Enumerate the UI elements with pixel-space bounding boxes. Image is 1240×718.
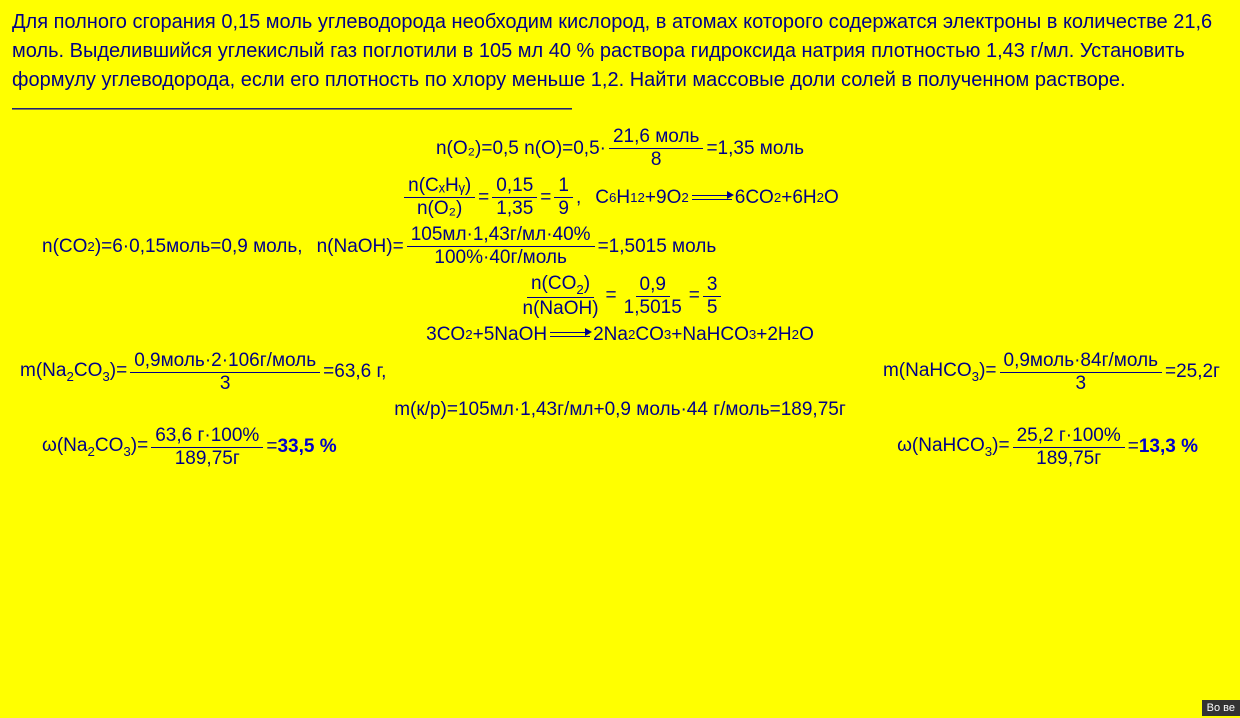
eq6b-lhs: m(NaHCO3)=	[883, 360, 997, 384]
eq2a-comma: ,	[576, 187, 581, 209]
eq-co2-naoh: n(CO2)=6·0,15моль=0,9 моль, n(NaOH)= 105…	[12, 224, 1228, 269]
eq2a-mid2: =	[540, 187, 551, 209]
eq4-den1: n(NaOH)	[519, 298, 603, 320]
eq-o2: n(O₂)=0,5 n(O)=0,5· 21,6 моль 8 =1,35 мо…	[12, 126, 1228, 171]
eq7: m(к/р)=105мл·1,43г/мл+0,9 моль·44 г/моль…	[394, 399, 846, 421]
eq6a-rhs: =63,6 г,	[323, 361, 386, 383]
eq8a-num: 63,6 г·100%	[151, 425, 263, 448]
eq6a-num: 0,9моль·2·106г/моль	[130, 350, 320, 373]
eq1-lhs: n(O₂)=0,5 n(O)=0,5·	[436, 138, 606, 160]
eq6b-rhs: =25,2г	[1165, 361, 1220, 383]
answer-nahco3: 13,3 %	[1139, 436, 1198, 458]
eq4-mid2: =	[689, 285, 700, 307]
eq2a-num: n(CₓHᵧ)	[404, 175, 475, 198]
eq2a-num2: 0,15	[492, 175, 537, 198]
eq2a-mid: =	[478, 187, 489, 209]
fullscreen-tag[interactable]: Во ве	[1202, 700, 1240, 716]
eq4-den2: 1,5015	[620, 297, 686, 319]
eq1-num: 21,6 моль	[609, 126, 703, 149]
eq8b-num: 25,2 г·100%	[1013, 425, 1125, 448]
eq8b-eq: =	[1128, 436, 1139, 458]
eq8b-lhs: ω(NaHCO3)=	[897, 435, 1010, 459]
eq-reaction: 3CO2+5NaOH2Na2CO3+NaHCO3+2H2O	[12, 324, 1228, 346]
eq6a-lhs: m(Na2CO3)=	[20, 360, 127, 384]
eq-soln-mass: m(к/р)=105мл·1,43г/мл+0,9 моль·44 г/моль…	[12, 399, 1228, 421]
eq-ratio-co2-naoh: n(CO2) n(NaOH) = 0,9 1,5015 = 3 5	[12, 273, 1228, 320]
eq4-num2: 0,9	[636, 274, 670, 297]
eq8a-eq: =	[266, 436, 277, 458]
solution-block: n(O₂)=0,5 n(O)=0,5· 21,6 моль 8 =1,35 мо…	[12, 126, 1228, 470]
eq3b-num: 105мл·1,43г/мл·40%	[407, 224, 595, 247]
eq4-num3: 3	[703, 274, 722, 297]
eq8a-den: 189,75г	[171, 448, 244, 470]
eq6a-den: 3	[216, 373, 235, 395]
eq3b-rhs: =1,5015 моль	[598, 236, 717, 258]
eq6b-den: 3	[1071, 373, 1090, 395]
eq2a-den2: 1,35	[492, 198, 537, 220]
eq5: 3CO2+5NaOH2Na2CO3+NaHCO3+2H2O	[426, 324, 814, 346]
eq3b-den: 100%·40г/моль	[430, 247, 570, 269]
eq4-mid1: =	[606, 285, 617, 307]
problem-statement: Для полного сгорания 0,15 моль углеводор…	[12, 8, 1228, 95]
eq4-num1: n(CO2)	[527, 273, 594, 298]
eq-omega: ω(Na2CO3)= 63,6 г·100% 189,75г = 33,5 % …	[12, 425, 1228, 470]
eq-ratio-combustion: n(CₓHᵧ) n(O₂) = 0,15 1,35 = 1 9 , C6H12+…	[12, 175, 1228, 220]
eq8a-lhs: ω(Na2CO3)=	[42, 435, 148, 459]
eq3b-lhs: n(NaOH)=	[317, 236, 404, 258]
eq2a-den3: 9	[554, 198, 573, 220]
eq2b: C6H12+9O26CO2+6H2O	[595, 187, 839, 209]
eq8b-den: 189,75г	[1032, 448, 1105, 470]
answer-na2co3: 33,5 %	[277, 436, 336, 458]
eq4-den3: 5	[703, 297, 722, 319]
eq1-den: 8	[647, 149, 666, 171]
eq-masses: m(Na2CO3)= 0,9моль·2·106г/моль 3 =63,6 г…	[12, 350, 1228, 395]
eq6b-num: 0,9моль·84г/моль	[1000, 350, 1162, 373]
eq2a-num3: 1	[554, 175, 573, 198]
eq2a-den: n(O₂)	[413, 198, 466, 220]
divider: ————————————————————————————	[12, 97, 1228, 120]
eq3a: n(CO2)=6·0,15моль=0,9 моль,	[42, 236, 303, 258]
eq1-rhs: =1,35 моль	[706, 138, 804, 160]
